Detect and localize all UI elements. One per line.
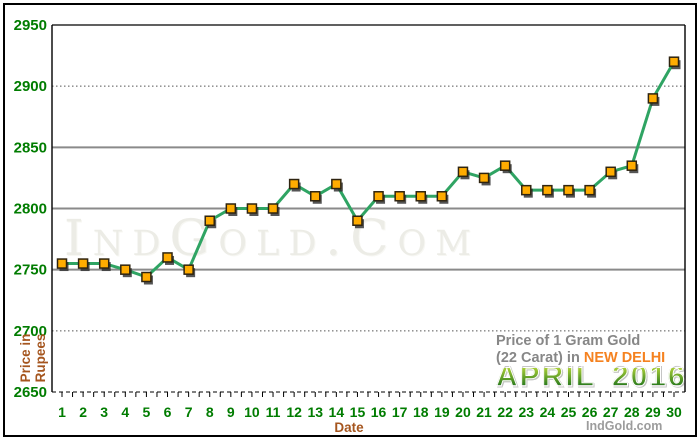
x-tick-label: 25: [561, 404, 577, 420]
x-axis-ticks: [61, 392, 675, 397]
data-point-marker: [563, 184, 574, 196]
data-point-marker: [436, 191, 448, 202]
y-axis-title: Price in Rupees: [18, 324, 48, 392]
y-tick-label: 2700: [14, 323, 47, 340]
x-tick-label: 3: [100, 404, 108, 420]
data-point-marker: [668, 56, 680, 67]
title-line1: Price of 1 Gram Gold: [496, 333, 641, 349]
title-city: NEW DELHI: [583, 350, 666, 366]
y-tick-label: 2650: [14, 384, 47, 401]
y-axis-title-line2: Rupees: [33, 333, 48, 383]
x-tick-label: 7: [185, 404, 193, 420]
x-tick-label: 24: [540, 404, 556, 420]
data-point-marker: [331, 178, 342, 190]
data-point-marker: [204, 215, 215, 226]
title-month: APRIL: [496, 360, 596, 393]
data-point-marker: [394, 191, 405, 202]
x-tick-label: 27: [603, 404, 619, 420]
data-point-marker: [352, 215, 363, 226]
x-tick-label: 19: [434, 404, 450, 420]
data-point-marker: [98, 258, 110, 269]
data-point-marker: [499, 160, 511, 171]
data-point-marker: [267, 203, 279, 214]
x-tick-label: 30: [666, 404, 682, 420]
title-line2: (22 Carat) in NEW DELHI: [496, 350, 688, 367]
watermark-text: IndGold.Com: [64, 209, 481, 267]
data-point-marker: [120, 264, 131, 275]
title-year: 2016: [612, 360, 687, 393]
x-tick-label: 28: [624, 404, 640, 420]
data-point-marker: [288, 178, 300, 190]
x-tick-label: 22: [497, 404, 513, 420]
data-point-marker: [309, 191, 321, 202]
data-point-marker: [584, 184, 595, 196]
x-tick-label: 4: [121, 404, 129, 420]
x-tick-label: 10: [244, 404, 260, 420]
data-point-marker: [246, 203, 258, 214]
data-point-marker: [183, 264, 194, 275]
x-tick-label: 14: [329, 404, 345, 420]
x-tick-label: 11: [266, 404, 281, 420]
data-point-marker: [521, 184, 532, 196]
data-point-marker: [542, 184, 553, 196]
y-tick-label: 2950: [14, 17, 47, 34]
x-tick-label: 6: [164, 404, 172, 420]
x-tick-label: 23: [518, 404, 534, 420]
data-point-marker: [605, 166, 616, 178]
data-point-marker: [626, 160, 638, 171]
site-brand-text: IndGold.com: [586, 419, 663, 433]
title-carat-text: (22 Carat) in: [496, 350, 584, 366]
y-axis-title-line1: Price in: [18, 333, 33, 383]
x-tick-label: 2: [79, 404, 87, 420]
data-point-marker: [373, 191, 384, 202]
data-point-marker: [77, 258, 89, 269]
data-point-marker: [162, 252, 173, 263]
chart-title-block: Price of 1 Gram Gold (22 Carat) in NEW D…: [496, 333, 688, 393]
x-tick-label: 16: [371, 404, 387, 420]
y-tick-label: 2900: [14, 78, 47, 95]
x-tick-label: 8: [206, 404, 214, 420]
title-month-row: APRIL 2016: [496, 360, 688, 393]
y-tick-label: 2800: [14, 201, 47, 218]
x-tick-label: 18: [413, 404, 429, 420]
x-tick-label: 12: [286, 404, 302, 420]
x-tick-label: 5: [143, 404, 151, 420]
data-point-marker: [647, 93, 659, 104]
data-point-marker: [415, 191, 427, 202]
data-point-marker: [225, 203, 237, 214]
data-point-marker: [457, 166, 469, 178]
x-tick-label: 20: [455, 404, 471, 420]
x-tick-label: 26: [582, 404, 598, 420]
y-tick-label: 2850: [14, 139, 47, 156]
data-point-marker: [56, 258, 68, 269]
data-point-marker: [141, 271, 152, 283]
x-tick-label: 15: [350, 404, 366, 420]
y-axis-labels: 2950 2900 2850 2800 2750 2700 2650: [14, 17, 47, 401]
x-tick-label: 1: [58, 404, 66, 420]
x-tick-label: 21: [476, 404, 492, 420]
x-tick-label: 17: [392, 404, 408, 420]
x-tick-label: 13: [307, 404, 323, 420]
x-axis-title: Date: [334, 420, 364, 435]
x-tick-label: 29: [645, 404, 661, 420]
x-axis-labels: 1 2 3 4 5 6 7 8 9 10 11 12 13 14 15 16 17 18 19 20 21 22 23 24 2…: [58, 404, 682, 420]
data-point-marker: [478, 172, 490, 184]
price-line: [60, 60, 676, 279]
y-tick-label: 2750: [14, 262, 47, 279]
price-line-series: [56, 56, 681, 285]
x-tick-label: 9: [227, 404, 235, 420]
